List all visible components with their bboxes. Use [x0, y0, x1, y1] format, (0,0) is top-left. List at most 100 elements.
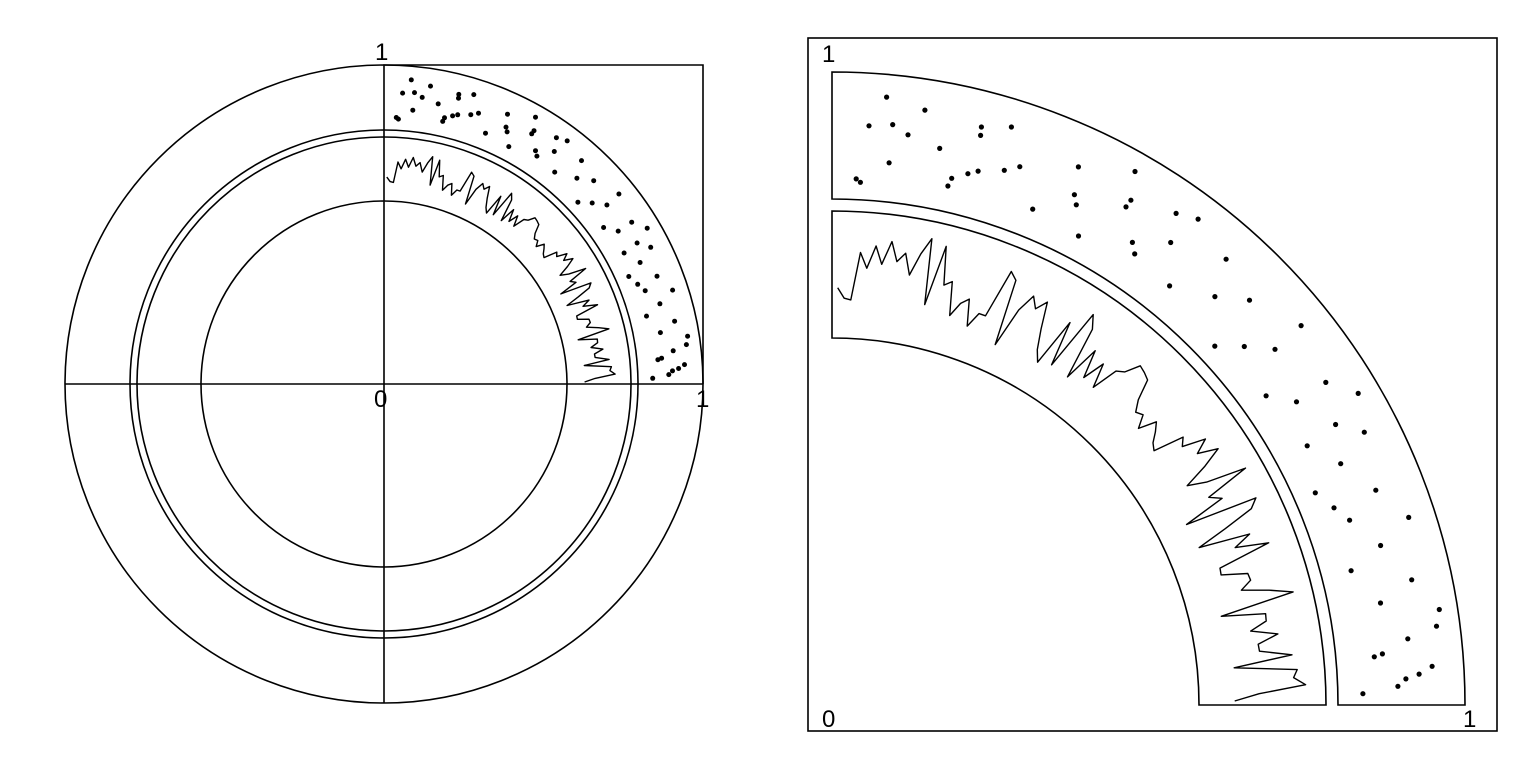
scatter-point: [1294, 399, 1299, 404]
scatter-point: [604, 203, 609, 208]
scatter-point: [505, 112, 510, 117]
left-label-top: 1: [375, 39, 388, 66]
scatter-point: [905, 132, 910, 137]
scatter-point: [937, 146, 942, 151]
scatter-point: [483, 131, 488, 136]
scatter-point: [1347, 518, 1352, 523]
scatter-point: [616, 192, 621, 197]
scatter-point: [574, 176, 579, 181]
scatter-point: [638, 260, 643, 265]
scatter-point: [682, 362, 687, 367]
scatter-point: [629, 220, 634, 225]
scatter-point: [1130, 240, 1135, 245]
scatter-point: [1212, 294, 1217, 299]
scatter-point: [659, 356, 664, 361]
scatter-point: [420, 95, 425, 100]
left-label-origin: 0: [374, 386, 387, 413]
scatter-point: [450, 113, 455, 118]
scatter-point: [1372, 654, 1377, 659]
scatter-point: [1002, 168, 1007, 173]
scatter-point: [645, 226, 650, 231]
scatter-point: [671, 348, 676, 353]
scatter-point: [643, 288, 648, 293]
scatter-point: [670, 288, 675, 293]
scatter-point: [676, 366, 681, 371]
scatter-point: [533, 115, 538, 120]
scatter-point: [866, 123, 871, 128]
scatter-point: [1331, 505, 1336, 510]
scatter-point: [1076, 233, 1081, 238]
scatter-point: [670, 368, 675, 373]
scatter-point: [1174, 211, 1179, 216]
scatter-point: [1009, 124, 1014, 129]
scatter-point: [1224, 257, 1229, 262]
scatter-point: [428, 84, 433, 89]
scatter-point: [1264, 393, 1269, 398]
scatter-point: [409, 77, 414, 82]
scatter-point: [666, 372, 671, 377]
scatter-point: [506, 144, 511, 149]
scatter-point: [1437, 607, 1442, 612]
scatter-point: [945, 183, 950, 188]
scatter-point: [1323, 380, 1328, 385]
scatter-point: [672, 319, 677, 324]
scatter-point: [456, 92, 461, 97]
scatter-point: [1076, 164, 1081, 169]
scatter-point: [1338, 461, 1343, 466]
right-label-top: 1: [822, 41, 835, 68]
right-label-right: 1: [1463, 706, 1476, 733]
scatter-point: [1030, 207, 1035, 212]
scatter-point: [552, 170, 557, 175]
scatter-point: [658, 330, 663, 335]
scatter-point: [565, 138, 570, 143]
scatter-point: [1378, 600, 1383, 605]
scatter-point: [468, 112, 473, 117]
right-frame: [808, 38, 1497, 731]
scatter-point: [1168, 240, 1173, 245]
scatter-point: [534, 154, 539, 159]
scatter-point: [1132, 251, 1137, 256]
scatter-point: [1409, 577, 1414, 582]
scatter-point: [394, 115, 399, 120]
scatter-point: [648, 245, 653, 250]
scatter-point: [684, 342, 689, 347]
outer-ring-sector: [832, 72, 1465, 705]
scatter-point: [884, 95, 889, 100]
scatter-point: [1373, 488, 1378, 493]
scatter-point: [626, 274, 631, 279]
scatter-point: [552, 149, 557, 154]
scatter-point: [1247, 298, 1252, 303]
scatter-point: [979, 124, 984, 129]
scatter-point: [1128, 198, 1133, 203]
scatter-point: [965, 171, 970, 176]
scatter-point: [1349, 568, 1354, 573]
scatter-point: [1380, 651, 1385, 656]
scatter-point: [591, 178, 596, 183]
scatter-point: [1405, 636, 1410, 641]
scatter-point: [1378, 543, 1383, 548]
left-scatter-points: [394, 77, 690, 380]
scatter-point: [1132, 169, 1137, 174]
scatter-point: [400, 91, 405, 96]
scatter-point: [1074, 202, 1079, 207]
scatter-point: [533, 148, 538, 153]
scatter-point: [1017, 164, 1022, 169]
scatter-point: [887, 160, 892, 165]
scatter-point: [471, 92, 476, 97]
scatter-point: [1242, 344, 1247, 349]
scatter-point: [579, 158, 584, 163]
scatter-point: [1072, 192, 1077, 197]
scatter-point: [616, 229, 621, 234]
scatter-point: [1430, 664, 1435, 669]
scatter-point: [650, 376, 655, 381]
scatter-point: [1167, 283, 1172, 288]
scatter-point: [1196, 217, 1201, 222]
scatter-point: [1406, 515, 1411, 520]
right-ring-trace: [838, 239, 1306, 701]
scatter-point: [1272, 347, 1277, 352]
scatter-point: [1417, 672, 1422, 677]
scatter-point: [635, 282, 640, 287]
scatter-point: [976, 169, 981, 174]
right-scatter-points: [854, 95, 1442, 697]
